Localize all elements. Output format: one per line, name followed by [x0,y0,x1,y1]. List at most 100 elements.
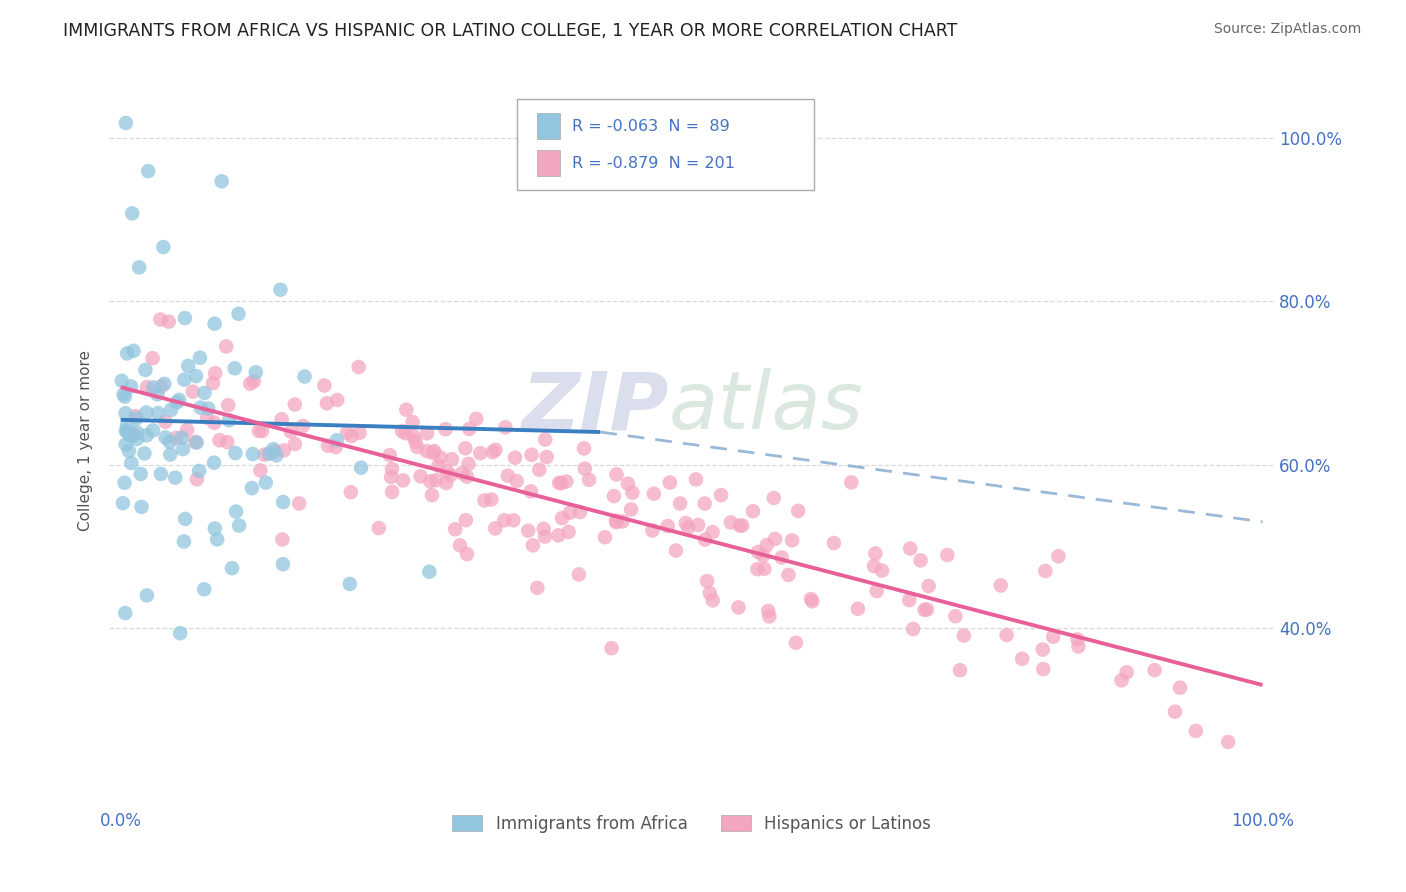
Point [747,562,769,576]
Point [135,588,157,602]
Point [863,559,886,574]
Point [990,578,1012,592]
Point [422,446,444,460]
Point [208,434,231,448]
Point [217,435,239,450]
Point [266,448,288,462]
Point [135,405,157,419]
Point [454,513,477,527]
Point [240,481,263,495]
Point [172,442,194,457]
Point [131,500,153,514]
Point [763,532,786,546]
Point [914,603,936,617]
Point [112,387,135,401]
Text: IMMIGRANTS FROM AFRICA VS HISPANIC OR LATINO COLLEGE, 1 YEAR OR MORE CORRELATION: IMMIGRANTS FROM AFRICA VS HISPANIC OR LA… [63,22,957,40]
Point [1047,549,1070,564]
Point [702,593,724,607]
Point [995,628,1018,642]
Point [675,516,697,530]
Point [755,538,778,552]
Point [823,536,845,550]
Point [451,466,474,480]
Point [846,601,869,615]
Point [224,361,246,376]
Y-axis label: College, 1 year or more: College, 1 year or more [79,350,93,531]
Point [186,472,208,486]
Point [1168,681,1191,695]
Point [427,458,450,473]
Point [205,533,228,547]
Point [520,484,543,499]
Point [122,343,145,358]
Point [269,283,291,297]
Point [225,504,247,518]
Point [612,515,634,529]
Point [340,429,363,443]
Point [568,567,591,582]
Point [439,468,461,483]
Point [127,432,149,446]
Point [665,543,688,558]
Point [142,380,165,394]
Point [1042,630,1064,644]
Point [288,496,311,510]
Point [349,425,371,440]
Point [228,518,250,533]
Point [870,564,893,578]
Point [394,426,416,441]
Point [270,412,292,426]
Point [121,428,143,442]
Point [444,522,467,536]
Point [533,522,555,536]
Point [124,409,146,424]
Point [1111,673,1133,688]
Point [115,116,138,130]
Point [218,413,240,427]
Point [173,373,195,387]
Point [134,363,156,377]
Point [271,557,294,571]
Point [114,437,136,451]
Text: R = -0.879  N = 201: R = -0.879 N = 201 [572,156,734,170]
Point [436,464,458,478]
Point [482,445,505,459]
Point [787,504,810,518]
Point [380,470,402,484]
Point [617,476,640,491]
Point [169,626,191,640]
Point [201,376,224,391]
FancyBboxPatch shape [537,151,560,176]
Point [340,485,363,500]
Point [111,374,134,388]
Point [752,549,775,563]
Point [395,402,418,417]
Point [898,541,921,556]
Point [149,312,172,326]
Point [325,440,347,454]
Point [271,495,294,509]
Point [202,416,225,430]
Point [727,600,749,615]
Point [520,448,543,462]
Point [1066,632,1088,647]
Point [785,636,807,650]
Point [152,240,174,254]
Point [121,206,143,220]
Point [336,425,359,440]
Point [243,374,266,388]
Point [264,444,287,458]
Point [865,546,887,560]
Point [593,530,616,544]
Point [555,475,578,489]
Point [120,456,142,470]
Point [676,520,699,534]
Point [193,582,215,597]
Point [801,594,824,608]
Point [643,487,665,501]
Point [114,390,136,404]
Point [778,568,800,582]
Point [157,315,180,329]
Point [114,475,136,490]
Point [134,446,156,460]
